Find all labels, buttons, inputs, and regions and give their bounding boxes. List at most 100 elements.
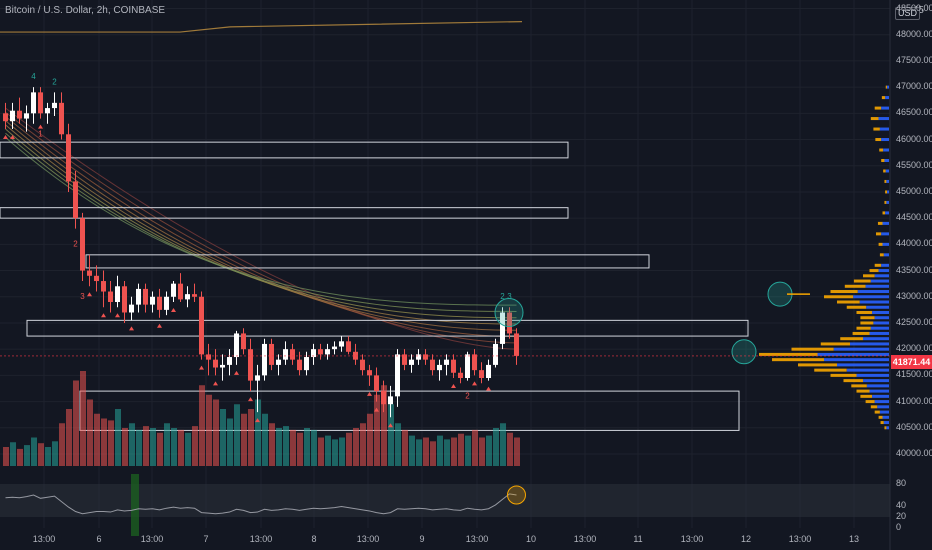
- candle[interactable]: [115, 286, 120, 303]
- candle[interactable]: [129, 304, 134, 313]
- candle[interactable]: [234, 333, 239, 358]
- count-label: 3: [80, 292, 85, 301]
- candle[interactable]: [430, 359, 435, 371]
- candle[interactable]: [108, 291, 113, 303]
- candle[interactable]: [346, 341, 351, 352]
- candle[interactable]: [332, 346, 337, 350]
- candle[interactable]: [164, 296, 169, 310]
- candle[interactable]: [255, 375, 260, 381]
- supply-demand-zone[interactable]: [0, 141, 569, 159]
- candle[interactable]: [276, 359, 281, 365]
- currency-badge[interactable]: USD: [894, 7, 920, 20]
- price-tick-label: 42500.00: [896, 316, 932, 327]
- supply-demand-zone[interactable]: [85, 254, 650, 269]
- candle[interactable]: [24, 113, 29, 119]
- candle[interactable]: [423, 354, 428, 360]
- volume-profile-bar: [853, 295, 889, 299]
- candle[interactable]: [388, 396, 393, 405]
- supply-demand-zone[interactable]: [0, 207, 569, 219]
- candle[interactable]: [479, 370, 484, 379]
- candle[interactable]: [248, 349, 253, 381]
- candle[interactable]: [353, 351, 358, 360]
- candle[interactable]: [437, 364, 442, 371]
- candle[interactable]: [3, 113, 8, 122]
- candle[interactable]: [213, 359, 218, 368]
- volume-bar: [31, 437, 37, 466]
- candle[interactable]: [290, 349, 295, 360]
- candle[interactable]: [465, 354, 470, 379]
- candle[interactable]: [66, 134, 71, 182]
- highlight-circle: [731, 339, 757, 365]
- candle[interactable]: [416, 354, 421, 360]
- volume-profile-bar: [860, 321, 874, 325]
- candle[interactable]: [10, 110, 15, 122]
- candle[interactable]: [283, 349, 288, 360]
- candle[interactable]: [17, 110, 22, 119]
- count-label: 2: [73, 240, 78, 249]
- candle[interactable]: [367, 370, 372, 376]
- candle[interactable]: [297, 359, 302, 371]
- volume-profile-bar: [846, 305, 867, 309]
- candle[interactable]: [304, 357, 309, 371]
- candle[interactable]: [157, 296, 162, 310]
- candle[interactable]: [227, 357, 232, 365]
- candle[interactable]: [339, 341, 344, 347]
- supply-demand-zone[interactable]: [79, 390, 740, 431]
- candle[interactable]: [171, 283, 176, 297]
- volume-bar: [220, 409, 226, 466]
- symbol-title[interactable]: Bitcoin / U.S. Dollar, 2h, COINBASE: [5, 5, 166, 16]
- candle[interactable]: [311, 349, 316, 358]
- volume-profile-bar: [837, 300, 860, 304]
- candle[interactable]: [500, 312, 505, 344]
- volume-bar: [3, 447, 9, 466]
- volume-profile-bar: [814, 368, 847, 372]
- candle[interactable]: [493, 343, 498, 365]
- candle[interactable]: [101, 281, 106, 292]
- candle[interactable]: [486, 364, 491, 379]
- candle[interactable]: [94, 275, 99, 282]
- candle[interactable]: [514, 333, 519, 356]
- candle[interactable]: [87, 270, 92, 276]
- candle[interactable]: [381, 391, 386, 405]
- candle[interactable]: [409, 359, 414, 365]
- candle[interactable]: [220, 364, 225, 368]
- candle[interactable]: [73, 181, 78, 219]
- candle[interactable]: [192, 294, 197, 297]
- candle[interactable]: [143, 288, 148, 305]
- candle[interactable]: [31, 92, 36, 114]
- candle[interactable]: [374, 375, 379, 392]
- candle[interactable]: [199, 296, 204, 355]
- price-tick-label: 48500.00: [896, 2, 932, 13]
- candle[interactable]: [507, 312, 512, 334]
- candle[interactable]: [45, 108, 50, 114]
- volume-bar: [353, 428, 359, 466]
- candle[interactable]: [52, 102, 57, 109]
- candle[interactable]: [402, 354, 407, 365]
- candle[interactable]: [318, 349, 323, 355]
- candle[interactable]: [395, 354, 400, 397]
- candle[interactable]: [122, 286, 127, 313]
- volume-bar: [444, 439, 450, 466]
- candle[interactable]: [262, 343, 267, 376]
- volume-profile-bar: [874, 263, 882, 267]
- candle[interactable]: [451, 359, 456, 373]
- candle[interactable]: [38, 92, 43, 114]
- candle[interactable]: [458, 372, 463, 379]
- supply-demand-zone[interactable]: [26, 319, 749, 337]
- candle[interactable]: [444, 359, 449, 365]
- candle[interactable]: [80, 218, 85, 271]
- candle[interactable]: [241, 333, 246, 350]
- candle[interactable]: [360, 359, 365, 371]
- candle[interactable]: [269, 343, 274, 365]
- candle[interactable]: [325, 349, 330, 355]
- volume-bar: [248, 409, 254, 466]
- candle[interactable]: [185, 294, 190, 300]
- candle[interactable]: [59, 102, 64, 135]
- candle[interactable]: [472, 354, 477, 371]
- candle[interactable]: [206, 354, 211, 360]
- candle[interactable]: [136, 288, 141, 305]
- candle[interactable]: [150, 296, 155, 305]
- candle[interactable]: [178, 283, 183, 300]
